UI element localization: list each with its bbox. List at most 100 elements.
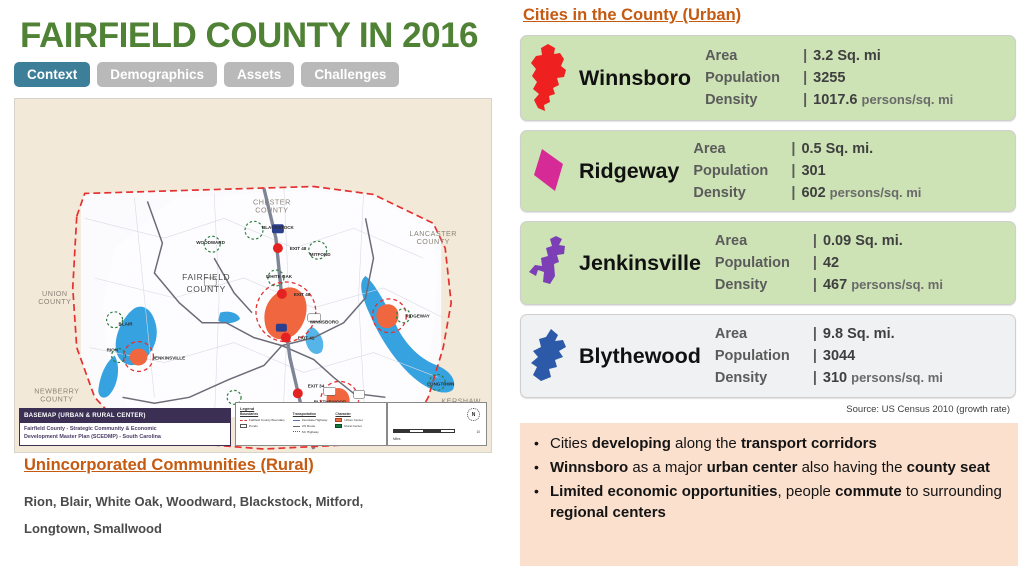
svg-text:BLACKSTOCK: BLACKSTOCK	[262, 225, 295, 230]
svg-text:NEWBERRY: NEWBERRY	[34, 387, 79, 395]
svg-text:COUNTY: COUNTY	[40, 395, 73, 403]
bullet-text-2: Winnsboro as a major urban center also h…	[550, 458, 991, 476]
tab-assets[interactable]: Assets	[224, 62, 295, 87]
label-population: Population	[714, 254, 790, 271]
label-population: Population	[693, 162, 769, 179]
north-arrow-icon: N	[467, 408, 480, 421]
city-name-blythewood: Blythewood	[579, 343, 701, 368]
winnsboro-shape-icon	[521, 36, 579, 120]
legend-heading-transportation: Transportation	[292, 412, 316, 417]
city-card-ridgeway[interactable]: Ridgeway Area | 0.5 Sq. mi. Population | 301…	[520, 130, 1016, 212]
sep-den: |	[791, 185, 796, 202]
rural-line-1: Rion, Blair, White Oak, Woodward, Blacks…	[24, 494, 364, 509]
legend-swatch-interstate	[292, 419, 300, 421]
label-area: Area	[693, 140, 726, 157]
sep-den: |	[803, 92, 808, 109]
sep-pop: |	[791, 162, 796, 179]
svg-text:CHESTER: CHESTER	[253, 198, 291, 206]
legend-swatch-county-boundary	[240, 419, 247, 421]
scale-units-label: Miles	[393, 437, 401, 441]
city-card-blythewood[interactable]: Blythewood Area | 9.8 Sq. mi. Population | 3…	[520, 314, 1016, 398]
basemap-subtitle-line2: Development Master Plan (SCEDMP) - South…	[24, 434, 161, 441]
legend-column-boundaries: Boundaries Fairfield County Boundary Pon…	[240, 412, 285, 435]
svg-text:RIDGEWAY: RIDGEWAY	[405, 314, 429, 319]
bullet-item-2: • Winnsboro as a major urban center also…	[534, 457, 1010, 479]
sep-area: |	[803, 47, 808, 64]
unit-density-jenkinsville: persons/sq. mi	[851, 277, 943, 293]
legend-swatch-urban-center	[335, 418, 343, 423]
city-name-jenkinsville: Jenkinsville	[579, 250, 701, 275]
page-title: FAIRFIELD COUNTY IN 2016	[20, 16, 479, 55]
svg-text:WINNSBORO: WINNSBORO	[310, 320, 339, 325]
city-stats-blythewood: Area | 9.8 Sq. mi. Population | 3044 Density…	[709, 323, 1015, 389]
svg-text:UNION: UNION	[42, 290, 68, 298]
legend-label-interstate: Interstate Highway	[301, 418, 328, 423]
label-area: Area	[714, 325, 748, 342]
scale-bar	[393, 429, 455, 433]
city-card-jenkinsville[interactable]: Jenkinsville Area | 0.09 Sq. mi. Populatio…	[520, 221, 1016, 305]
svg-text:WHITE OAK: WHITE OAK	[266, 274, 293, 279]
scale-max-label: 10	[476, 430, 480, 434]
value-area-winnsboro: 3.2 Sq. mi	[813, 47, 881, 64]
label-population: Population	[705, 69, 780, 86]
svg-text:LONGTOWN: LONGTOWN	[427, 381, 454, 386]
map-legend: Legend Boundaries Fairfield County Bound…	[235, 402, 387, 446]
label-density: Density	[705, 92, 758, 109]
bullet-marker: •	[534, 435, 539, 451]
right-edge-strip	[1021, 0, 1024, 576]
basemap-subtitle-line1: Fairfield County - Strategic Community &…	[24, 426, 157, 433]
svg-text:COUNTY: COUNTY	[417, 238, 450, 246]
bullet-text-1: Cities developing along the transport co…	[550, 435, 877, 452]
sep-pop: |	[812, 254, 817, 271]
legend-label-ponds: Ponds	[249, 424, 258, 428]
unit-density-ridgeway: persons/sq. mi	[829, 185, 922, 201]
county-map[interactable]: UNION COUNTY CHESTER COUNTY LANCASTER COUNT…	[14, 98, 492, 453]
svg-text:LANCASTER: LANCASTER	[410, 230, 457, 238]
tab-bar: Context Demographics Assets Challenges	[14, 62, 400, 87]
tab-demographics[interactable]: Demographics	[97, 62, 218, 87]
legend-title: Legend	[240, 406, 255, 411]
label-density: Density	[693, 185, 746, 202]
cities-heading: Cities in the County (Urban)	[523, 6, 742, 24]
value-population-ridgeway: 301	[801, 162, 826, 179]
svg-text:EXIT 34: EXIT 34	[308, 383, 325, 388]
svg-text:COUNTY: COUNTY	[187, 284, 226, 294]
city-card-winnsboro[interactable]: Winnsboro Area | 3.2 Sq. mi Population | 325…	[520, 35, 1016, 121]
svg-text:BLAIR: BLAIR	[119, 322, 134, 327]
legend-label-us-route: US Route	[301, 424, 316, 428]
value-area-blythewood: 9.8 Sq. mi.	[822, 325, 895, 342]
value-density-winnsboro: 1017.6	[813, 92, 858, 109]
legend-heading-character: Character	[335, 412, 351, 417]
label-area: Area	[705, 47, 738, 64]
label-density: Density	[714, 277, 768, 294]
value-population-winnsboro: 3255	[813, 69, 846, 86]
ridgeway-shape-icon	[521, 131, 579, 211]
tab-context[interactable]: Context	[14, 62, 91, 87]
right-column: Cities in the County (Urban) Winnsboro A…	[510, 0, 1024, 576]
city-name-winnsboro: Winnsboro	[579, 65, 692, 90]
tab-challenges[interactable]: Challenges	[301, 62, 400, 87]
svg-text:EXIT 46: EXIT 46	[294, 292, 311, 297]
sep-area: |	[812, 325, 817, 342]
svg-text:COUNTY: COUNTY	[255, 206, 288, 214]
unit-density-blythewood: persons/sq. mi	[851, 370, 943, 386]
label-area: Area	[714, 232, 748, 249]
legend-heading-boundaries: Boundaries	[240, 412, 259, 417]
city-stats-ridgeway: Area | 0.5 Sq. mi. Population | 301 Density |…	[687, 138, 1015, 204]
value-density-blythewood: 310	[822, 370, 848, 387]
sep-den: |	[812, 370, 817, 387]
city-stats-jenkinsville: Area | 0.09 Sq. mi. Population | 42 Density |…	[709, 230, 1015, 296]
svg-text:JENKINSVILLE: JENKINSVILLE	[152, 356, 185, 361]
bullet-marker: •	[534, 458, 539, 475]
blythewood-shape-icon	[521, 315, 579, 397]
value-population-blythewood: 3044	[822, 347, 856, 364]
svg-text:EXIT 48: EXIT 48	[290, 246, 307, 251]
legend-label-rural-center: Rural Center	[344, 424, 362, 428]
value-area-ridgeway: 0.5 Sq. mi.	[801, 140, 874, 157]
insights-panel: • Cities developing along the transport …	[520, 423, 1018, 566]
svg-text:EXIT 41: EXIT 41	[298, 336, 315, 341]
basemap-title: BASEMAP (URBAN & RURAL CENTER)	[20, 409, 230, 424]
svg-text:BLYTHEWOOD: BLYTHEWOOD	[314, 399, 347, 404]
